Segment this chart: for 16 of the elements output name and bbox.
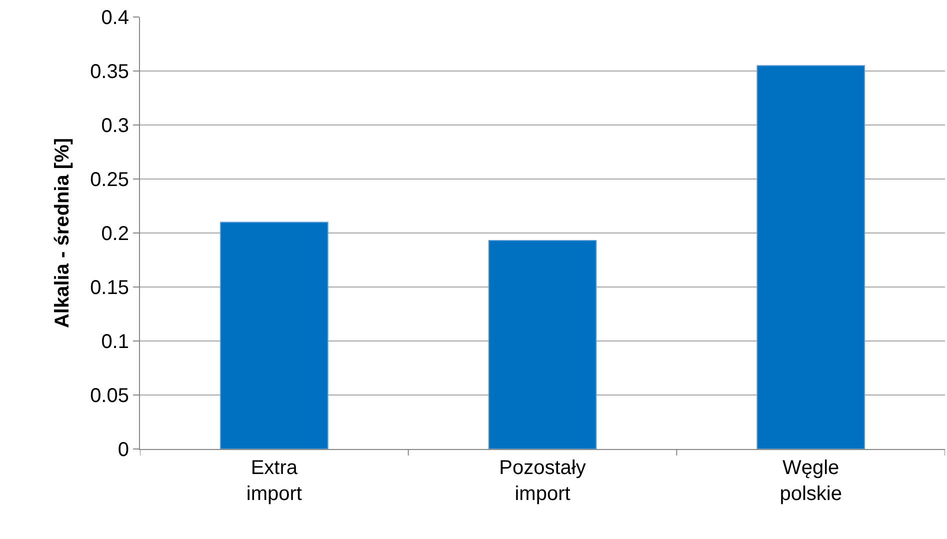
y-tick-label: 0.25 (90, 169, 129, 191)
y-axis-title: Alkalia - średnia [%] (52, 138, 74, 328)
x-tick-label: Extra import (246, 457, 302, 505)
y-tick-label: 0.35 (90, 61, 129, 83)
bar (488, 240, 597, 449)
x-tick-label: Węgle polskie (780, 457, 842, 505)
y-tick-label: 0.3 (101, 115, 129, 137)
y-tick-label: 0.4 (101, 7, 129, 29)
x-tick-label: Pozostały import (499, 457, 586, 505)
y-tick-label: 0 (118, 439, 129, 461)
y-tick-label: 0.15 (90, 277, 129, 299)
y-tick-label: 0.2 (101, 223, 129, 245)
y-tick-label: 0.1 (101, 331, 129, 353)
bar (756, 65, 865, 449)
y-tick-label: 0.05 (90, 385, 129, 407)
bar (220, 222, 328, 449)
